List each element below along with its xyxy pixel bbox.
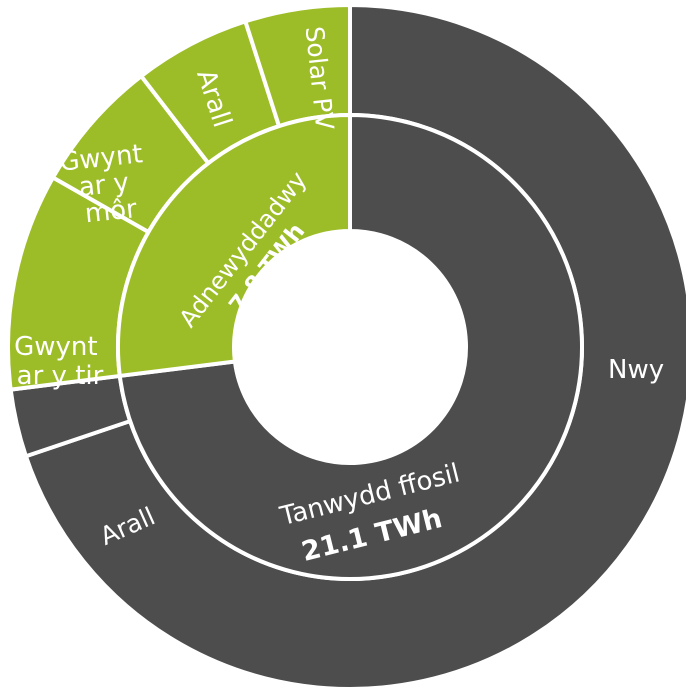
inner-segment-tanwydd-ffosil-0 (117, 112, 584, 581)
outer-label-nwy: Nwy (608, 355, 664, 385)
outer-ring (6, 2, 686, 688)
outer-label-gwynt-tir: Gwynt ar y tir (14, 332, 106, 391)
inner-ring (116, 112, 584, 581)
outer-label-gwynt-mor: Gwynt ar y môr (58, 138, 158, 231)
inner-segment-adnewyddadwy-1 (116, 112, 352, 379)
